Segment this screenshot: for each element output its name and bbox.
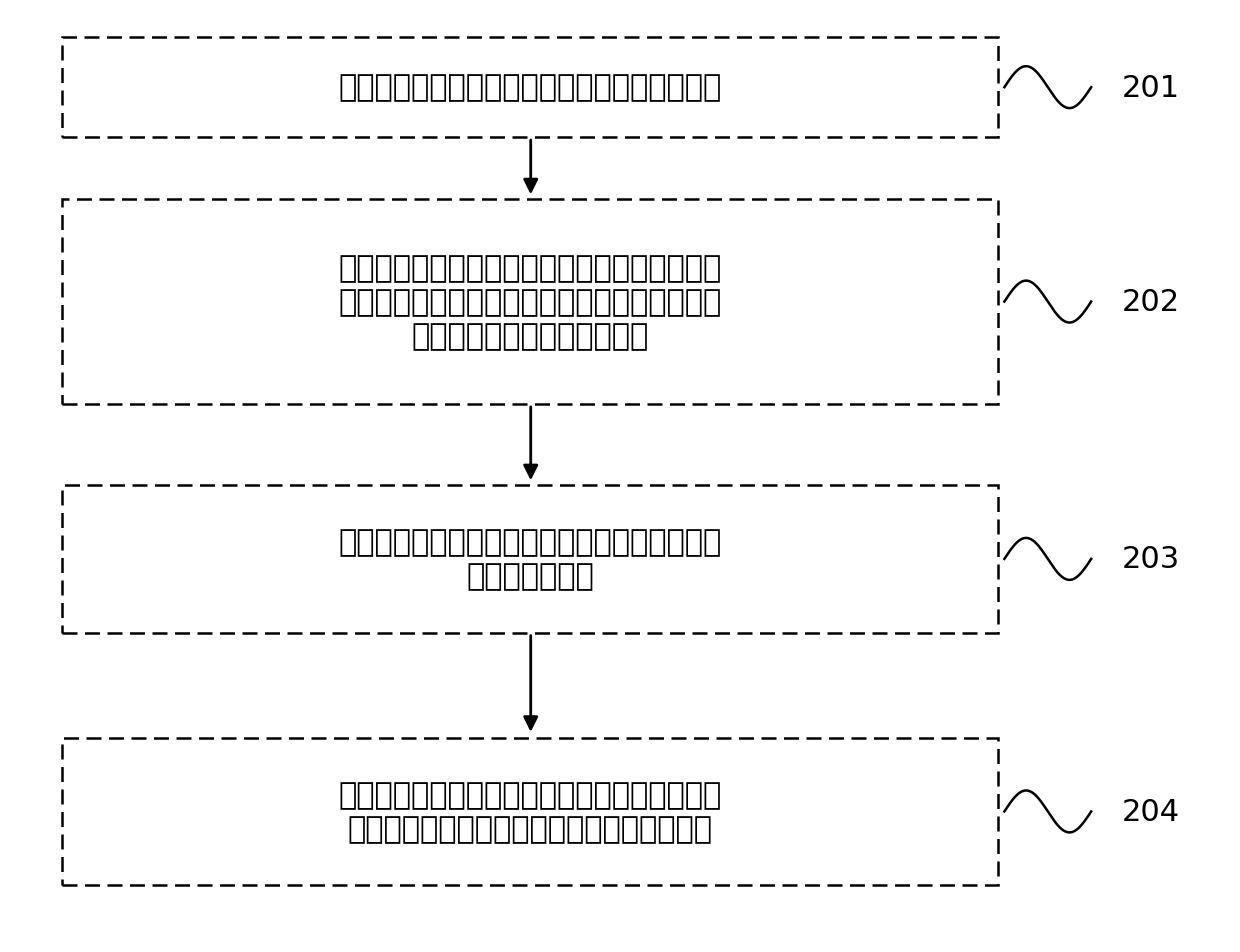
FancyBboxPatch shape	[62, 738, 998, 885]
Text: 204: 204	[1122, 797, 1180, 826]
FancyBboxPatch shape	[62, 486, 998, 633]
Text: 所述第一设备根据所述第一起始位置和所述待传
输数据的带宽向第二设备发送所述待传输数据: 所述第一设备根据所述第一起始位置和所述待传 输数据的带宽向第二设备发送所述待传输…	[339, 781, 722, 843]
Text: 第一设备确定跳频参数和待传输数据的重传次数: 第一设备确定跳频参数和待传输数据的重传次数	[339, 73, 722, 103]
Text: 所述第一设备在所述专用带宽的范围内，根据所
述待传输数据的重传次数和所述跳频参数确定所
述待传输数据的第一起始位置: 所述第一设备在所述专用带宽的范围内，根据所 述待传输数据的重传次数和所述跳频参数…	[339, 254, 722, 350]
Text: 203: 203	[1122, 545, 1180, 574]
FancyBboxPatch shape	[62, 38, 998, 138]
Text: 201: 201	[1122, 73, 1180, 103]
FancyBboxPatch shape	[62, 200, 998, 405]
Text: 所述第一设备将所述第一起始位置映射至系统带
宽的物理资源上: 所述第一设备将所述第一起始位置映射至系统带 宽的物理资源上	[339, 528, 722, 590]
Text: 202: 202	[1122, 288, 1180, 317]
